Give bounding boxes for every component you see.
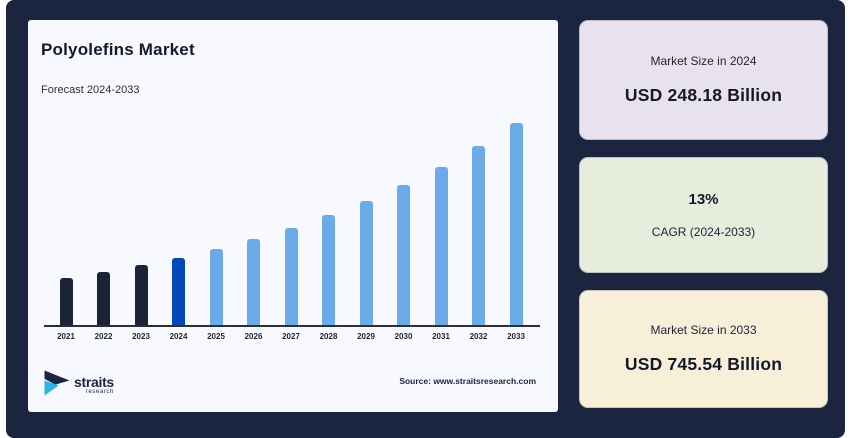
bar-column-2031 [425,167,457,325]
infographic-card: Polyolefins Market Forecast 2024-2033 20… [6,0,845,438]
bar-2029 [359,201,373,325]
x-axis-label-2031: 2031 [432,332,450,341]
bar-2021 [59,278,73,325]
bar-column-2025 [200,249,232,325]
x-axis-labels: 2021 2022 2023 2024 2025 2026 2027 2028 2029 2030… [50,332,532,341]
bar-column-2030 [388,185,420,325]
bar-2028 [322,215,335,325]
bar-column-2033 [500,123,532,325]
cagr-card: 13% CAGR (2024-2033) [579,157,828,273]
bar-column-2024 [163,258,195,325]
bar-column-2026 [238,239,270,325]
market-size-2033-card: Market Size in 2033 USD 745.54 Billion [579,290,828,408]
bar-2025 [209,249,223,325]
x-axis-label-2027: 2027 [282,332,300,341]
bar-2027 [284,228,298,325]
straits-arrow-icon [42,367,72,404]
x-axis-label-2030: 2030 [394,332,413,341]
x-axis-label-2025: 2025 [207,332,225,341]
x-axis-line [44,325,540,327]
chart-panel: Polyolefins Market Forecast 2024-2033 20… [28,20,558,412]
cagr-card-label: CAGR (2024-2033) [651,225,756,239]
bar-2022 [97,272,110,325]
x-axis-label-2021: 2021 [57,332,75,341]
market-size-2024-card: Market Size in 2024 USD 248.18 Billion [579,20,828,140]
x-axis-label-2032: 2032 [469,332,488,341]
straits-research-logo: straits research [42,367,114,404]
bar-2026 [247,239,260,325]
bar-2031 [434,167,448,325]
cagr-card-value: 13% [688,191,719,208]
market-size-2033-card-value: USD 745.54 Billion [624,354,783,374]
bar-2030 [397,185,410,325]
x-axis-label-2026: 2026 [244,332,263,341]
x-axis-label-2029: 2029 [357,332,375,341]
x-axis-label-2022: 2022 [94,332,113,341]
bar-2023 [134,265,148,325]
bar-2033 [509,123,523,325]
logo-subtitle: research [85,388,114,395]
stat-cards-column: Market Size in 2024 USD 248.18 Billion 13%… [579,0,830,438]
bar-column-2027 [275,228,307,325]
logo-name: straits [74,373,114,390]
market-size-2024-card-label: Market Size in 2024 [650,54,757,68]
bar-column-2032 [463,146,495,325]
market-size-2033-card-label: Market Size in 2033 [650,323,757,337]
x-axis-label-2033: 2033 [507,332,525,341]
market-size-2024-card-value: USD 248.18 Billion [624,85,783,105]
chart-subtitle: Forecast 2024-2033 [41,84,140,96]
x-axis-label-2023: 2023 [132,332,150,341]
bar-column-2028 [313,215,345,325]
bar-chart [50,123,532,325]
bar-column-2021 [50,278,82,325]
bar-column-2029 [350,201,382,325]
bar-column-2023 [125,265,157,325]
source-text: Source: www.straitsresearch.com [399,376,536,386]
x-axis-label-2028: 2028 [319,332,338,341]
page-title: Polyolefins Market [41,40,195,59]
bar-2032 [472,146,485,325]
x-axis-label-2024: 2024 [169,332,188,341]
bar-column-2022 [88,272,120,325]
bar-2024 [172,258,185,325]
